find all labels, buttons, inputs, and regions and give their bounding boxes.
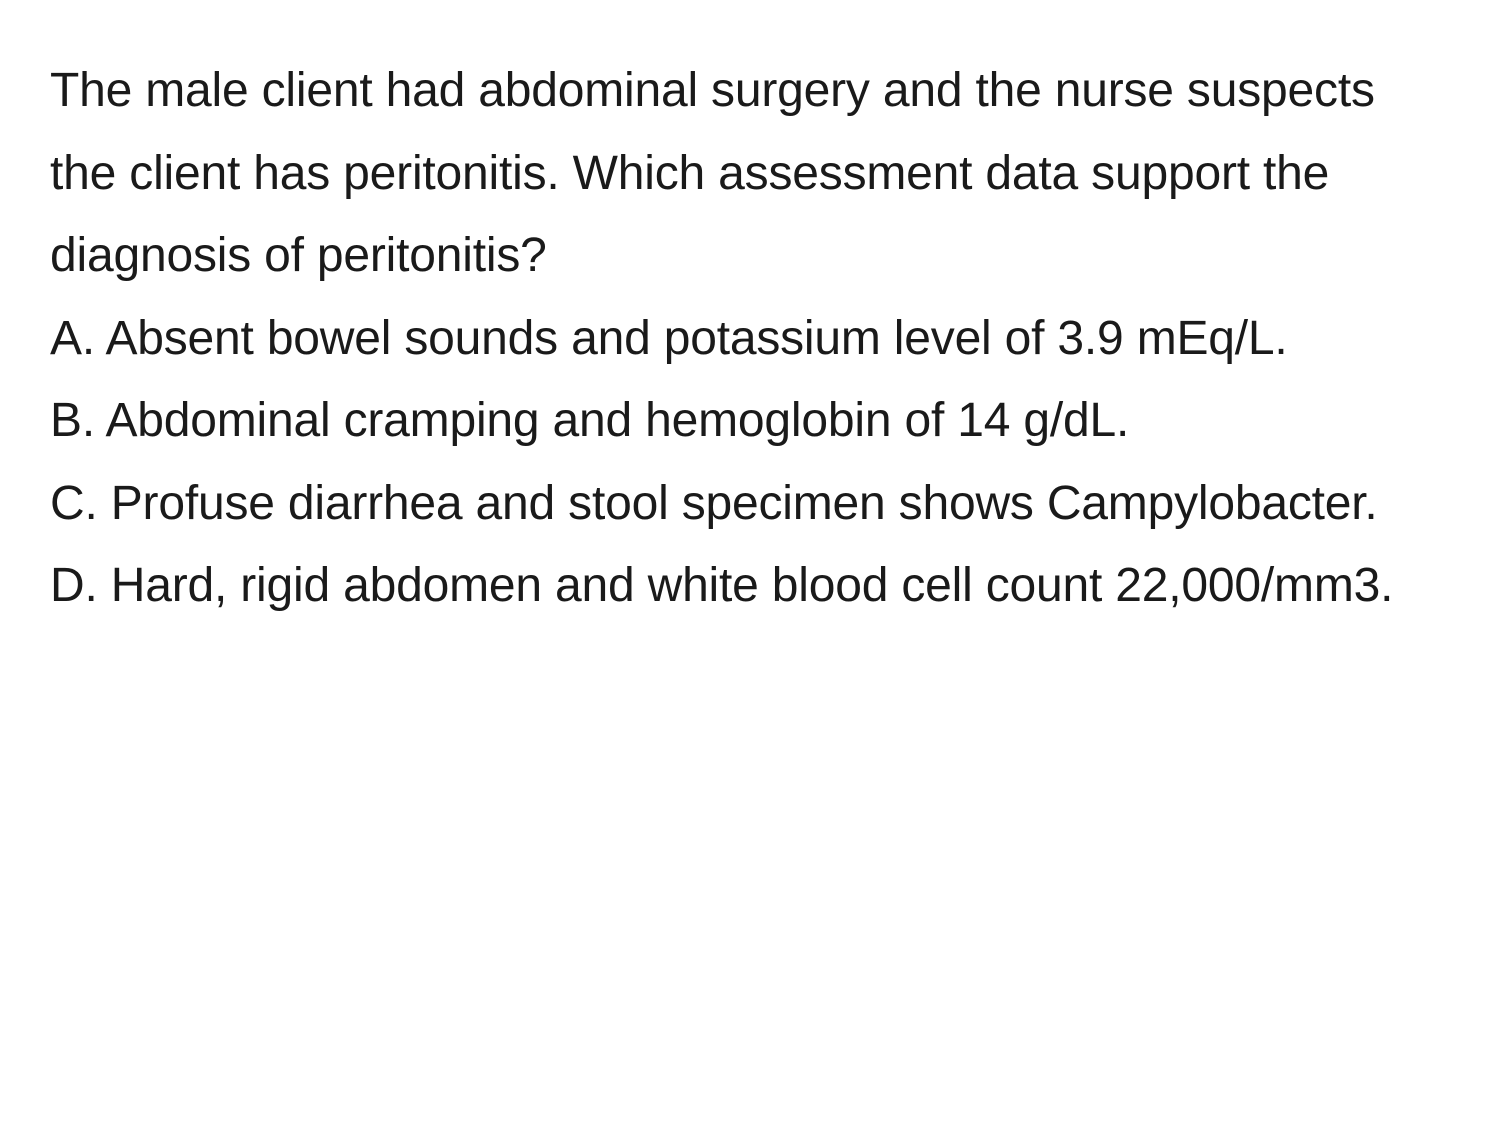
option-a: A. Absent bowel sounds and potassium lev…	[50, 298, 1440, 381]
option-b: B. Abdominal cramping and hemoglobin of …	[50, 380, 1440, 463]
option-c: C. Profuse diarrhea and stool specimen s…	[50, 463, 1440, 546]
option-d: D. Hard, rigid abdomen and white blood c…	[50, 545, 1440, 628]
question-stem: The male client had abdominal surgery an…	[50, 50, 1440, 298]
question-page: The male client had abdominal surgery an…	[0, 0, 1500, 1128]
question-stem-block: The male client had abdominal surgery an…	[50, 50, 1440, 298]
answer-options: A. Absent bowel sounds and potassium lev…	[50, 298, 1440, 628]
